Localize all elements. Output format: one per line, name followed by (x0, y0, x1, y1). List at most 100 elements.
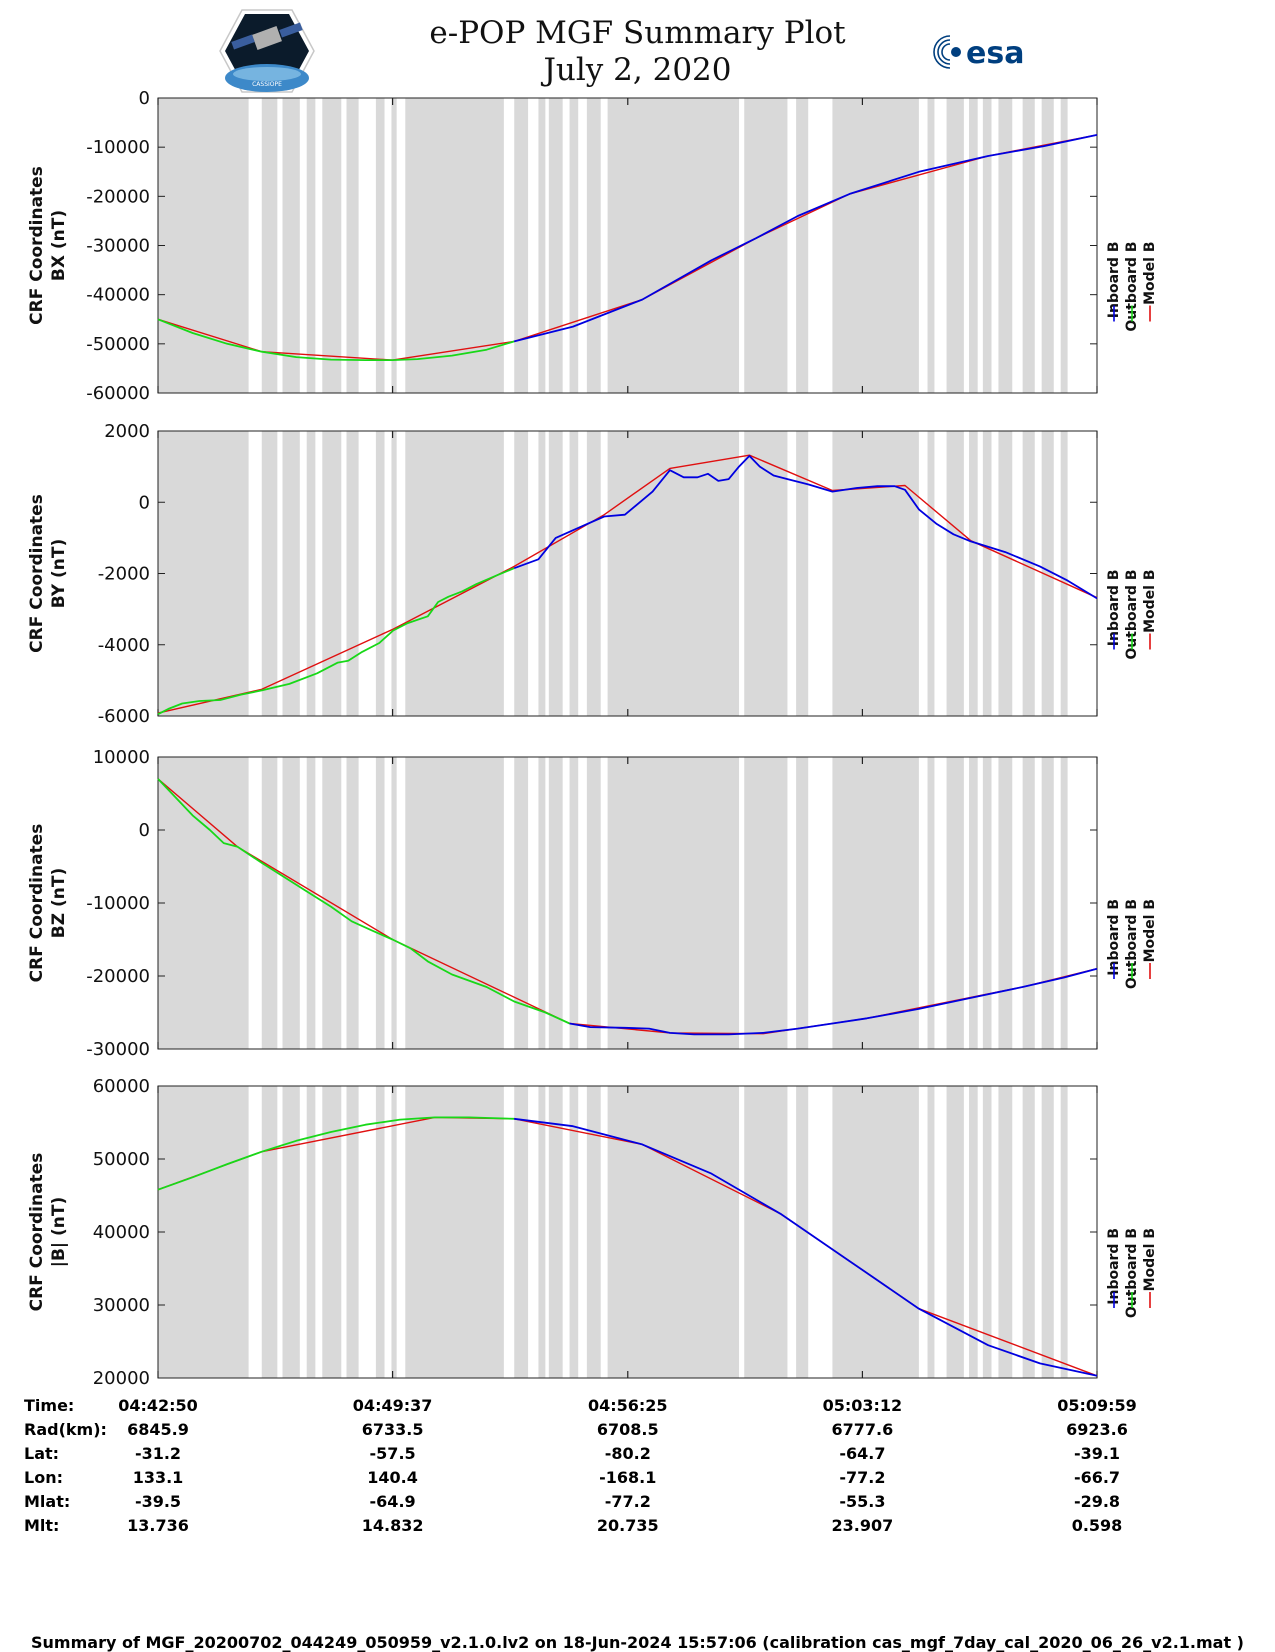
data-gap-band (607, 757, 740, 1049)
y-tick-label: -40000 (86, 285, 150, 306)
y-tick-label: 20000 (93, 1368, 150, 1389)
legend-label: Inboard B (1106, 899, 1122, 976)
y-tick-label: 60000 (93, 1076, 150, 1097)
data-gap-band (569, 757, 579, 1049)
series-line-inboard-b (513, 134, 1098, 343)
data-gap-band (405, 1086, 504, 1378)
orbit-value: 14.832 (361, 1516, 424, 1535)
orbit-value: -77.2 (604, 1492, 651, 1511)
legend-label: Model B (1142, 242, 1158, 305)
data-gap-band (306, 1086, 316, 1378)
legend-label: Inboard B (1106, 242, 1122, 319)
data-gap-band (548, 757, 563, 1049)
data-gap-band (998, 1086, 1013, 1378)
data-gap-band (282, 757, 300, 1049)
data-gap-band (982, 98, 992, 393)
orbit-value: 20.735 (596, 1516, 659, 1535)
data-gap-band (322, 1086, 342, 1378)
series-line-model-b (157, 454, 1098, 714)
y-tick-label: 30000 (93, 1295, 150, 1316)
data-gap-band (982, 757, 992, 1049)
data-gap-band (538, 98, 546, 393)
data-gap-band (1022, 431, 1035, 716)
data-gap-band (346, 98, 359, 393)
orbit-value: -80.2 (604, 1444, 651, 1463)
data-gap-band (514, 757, 529, 1049)
data-gap-band (832, 431, 919, 716)
legend-label: Model B (1142, 570, 1158, 633)
data-gap-band (1060, 757, 1068, 1049)
data-gap-band (969, 1086, 978, 1378)
orbit-value: 6733.5 (361, 1420, 424, 1439)
y-axis-unit-label: |B| (nT) (49, 1197, 69, 1268)
data-gap-band (927, 757, 935, 1049)
data-gap-band (322, 98, 342, 393)
cassiope-satellite-logo-icon: CASSIOPE (219, 9, 315, 93)
data-gap-band (538, 1086, 546, 1378)
data-gap-band (1041, 757, 1054, 1049)
y-tick-label: 0 (139, 820, 150, 841)
data-gap-band (282, 431, 300, 716)
y-tick-label: -30000 (86, 1039, 150, 1060)
legend-label: Model B (1142, 899, 1158, 962)
data-gap-band (946, 1086, 964, 1378)
orbit-value: 04:42:50 (118, 1396, 198, 1415)
data-gap-band (306, 431, 316, 716)
orbit-value: -64.7 (839, 1444, 886, 1463)
data-gap-band (514, 431, 529, 716)
orbit-row-label: Time: (24, 1396, 75, 1415)
data-gap-band (1060, 1086, 1068, 1378)
data-gap-band (405, 757, 504, 1049)
data-gap-band (548, 98, 563, 393)
orbit-row-label: Lon: (24, 1468, 63, 1487)
data-gap-band (927, 431, 935, 716)
orbit-value: -39.5 (134, 1492, 182, 1511)
data-gap-band (607, 98, 740, 393)
data-gap-band (998, 431, 1013, 716)
data-gap-band (391, 431, 397, 716)
legend-label: Inboard B (1106, 570, 1122, 647)
y-tick-label: -4000 (98, 635, 150, 656)
data-gap-band (744, 431, 788, 716)
data-gap-band (261, 757, 278, 1049)
orbit-value: 04:56:25 (587, 1396, 668, 1415)
data-gap-band (282, 98, 300, 393)
data-gap-band (744, 98, 788, 393)
y-axis-label: CRF Coordinates (27, 1153, 47, 1312)
y-tick-label: -30000 (86, 236, 150, 257)
series-line-outboard-b (157, 567, 515, 716)
chart-panel-3: 10000 0 -10000 -20000 -30000 CRF Coordinates B… (27, 747, 1158, 1060)
orbit-value: -29.8 (1073, 1492, 1121, 1511)
y-tick-label: 40000 (93, 1222, 150, 1243)
orbit-value: 05:09:59 (1057, 1396, 1137, 1415)
orbit-value: -64.9 (369, 1492, 416, 1511)
data-gap-band (346, 1086, 359, 1378)
data-gap-band (1022, 757, 1035, 1049)
data-gap-band (796, 757, 809, 1049)
data-gap-band (969, 431, 978, 716)
data-gap-band (158, 1086, 249, 1378)
data-gap-band (306, 757, 316, 1049)
legend-label: Inboard B (1106, 1228, 1122, 1305)
data-gap-band (346, 757, 359, 1049)
legend-label: Outboard B (1124, 899, 1140, 989)
orbit-value: 140.4 (367, 1468, 418, 1487)
y-axis-label: CRF Coordinates (27, 824, 47, 983)
chart-panel-4: 60000 50000 40000 30000 20000 CRF Coordinates… (27, 1076, 1158, 1389)
data-gap-band (405, 431, 504, 716)
data-gap-band (796, 1086, 809, 1378)
legend-label: Outboard B (1124, 242, 1140, 332)
data-gap-band (158, 757, 249, 1049)
data-gap-band (586, 98, 601, 393)
orbit-value: 23.907 (831, 1516, 894, 1535)
data-gap-band (261, 1086, 278, 1378)
data-gap-band (586, 431, 601, 716)
data-gap-band (1022, 1086, 1035, 1378)
data-gap-band (1060, 431, 1068, 716)
y-tick-label: 0 (139, 88, 150, 109)
data-gap-band (998, 757, 1013, 1049)
orbit-value: -31.2 (134, 1444, 182, 1463)
data-gap-band (391, 98, 397, 393)
